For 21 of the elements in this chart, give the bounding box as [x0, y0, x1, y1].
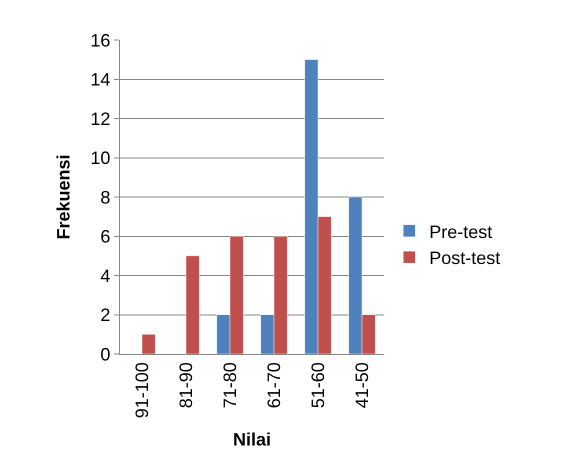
y-tick-label: 2 [100, 305, 110, 326]
x-axis-title: Nilai [232, 429, 272, 450]
y-tick-label: 12 [90, 108, 110, 129]
x-tick-label: 61-70 [264, 362, 284, 408]
x-tick-label: 41-50 [352, 362, 372, 408]
y-tick-label: 8 [100, 187, 110, 208]
bar [142, 334, 156, 354]
y-tick-label: 6 [100, 226, 110, 247]
y-tick-label: 4 [100, 266, 110, 286]
x-tick-label: 81-90 [176, 362, 196, 408]
x-tick-label: 91-100 [132, 362, 152, 418]
legend-label: Post-test [429, 248, 500, 268]
x-tick-label: 71-80 [220, 362, 240, 408]
y-tick-label: 16 [90, 30, 110, 50]
bar [186, 256, 200, 354]
y-tick-label: 10 [90, 148, 110, 168]
y-axis-title: Frekuensi [54, 154, 74, 240]
x-tick-label: 51-60 [308, 362, 328, 408]
y-tick-label: 14 [90, 70, 110, 90]
legend-label: Pre-test [429, 222, 492, 242]
y-tick-label: 0 [100, 344, 110, 364]
